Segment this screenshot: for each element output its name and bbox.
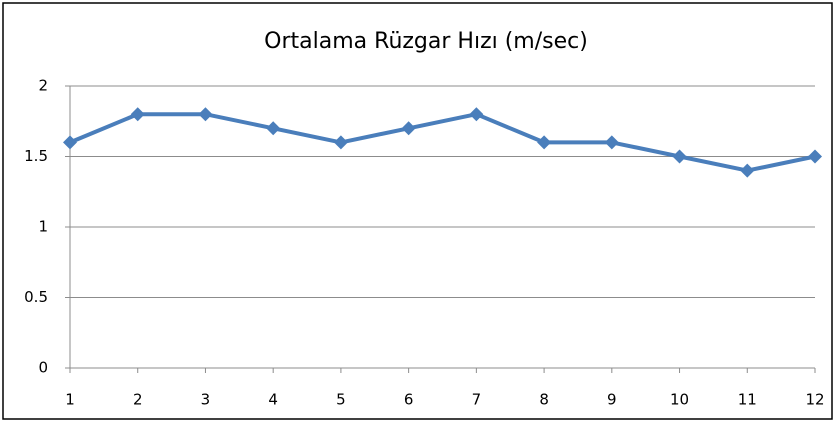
x-tick-label: 12 — [805, 391, 824, 409]
chart-title: Ortalama Rüzgar Hızı (m/sec) — [264, 29, 588, 54]
y-tick-label: 1 — [38, 218, 48, 236]
x-tick-label: 5 — [336, 391, 346, 409]
x-tick-label: 3 — [201, 391, 211, 409]
x-tick-label: 1 — [65, 391, 75, 409]
x-tick-label: 4 — [268, 391, 278, 409]
data-point — [266, 121, 281, 136]
x-tick-label: 8 — [539, 391, 549, 409]
series-line — [69, 112, 816, 173]
data-point — [604, 135, 619, 150]
x-tick-label: 10 — [670, 391, 689, 409]
y-tick-label: 2 — [38, 77, 48, 95]
data-point — [537, 135, 552, 150]
x-tick-label: 11 — [738, 391, 757, 409]
data-point — [198, 107, 213, 122]
x-tick-label: 6 — [404, 391, 414, 409]
data-point — [63, 135, 77, 150]
y-tick-label: 0 — [38, 359, 48, 377]
data-point — [808, 149, 822, 164]
chart-frame — [2, 2, 833, 420]
data-point — [469, 107, 484, 122]
y-tick-label: 1.5 — [24, 147, 48, 165]
data-point — [401, 121, 416, 136]
data-point — [672, 149, 687, 164]
x-tick-label: 9 — [607, 391, 617, 409]
data-point — [740, 163, 755, 178]
x-tick-label: 7 — [472, 391, 482, 409]
data-point — [130, 107, 145, 122]
y-tick-label: 0.5 — [24, 288, 48, 306]
x-tick-label: 2 — [133, 391, 143, 409]
data-point — [333, 135, 348, 150]
